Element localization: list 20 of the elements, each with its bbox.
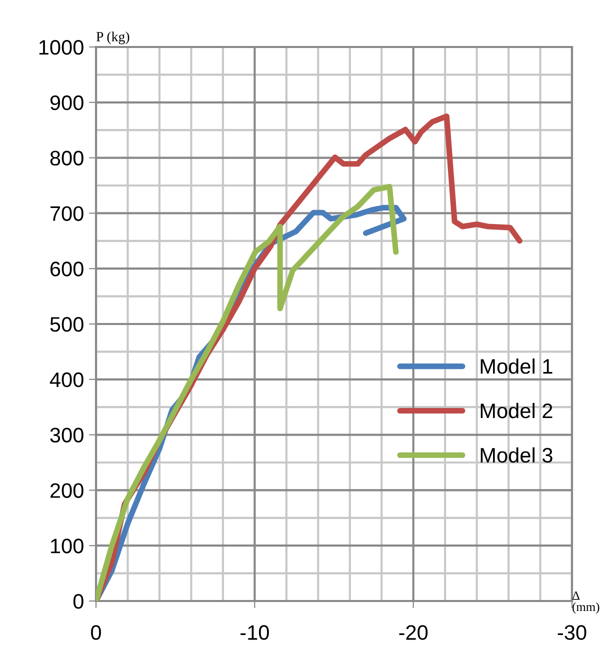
y-tick-label: 500 — [50, 317, 84, 332]
y-tick-label: 200 — [50, 483, 84, 498]
y-tick-label: 100 — [51, 538, 84, 554]
y-tick-label: 700 — [50, 206, 84, 221]
y-tick-label: 400 — [50, 372, 84, 388]
x-tick-label: -20 — [399, 625, 428, 640]
y-tick-label: 600 — [50, 262, 84, 276]
y-tick-label: 800 — [50, 150, 84, 166]
legend-label: Model 3 — [480, 447, 552, 463]
legend-label: Model 2 — [480, 402, 552, 418]
y-tick-label: 900 — [50, 95, 84, 110]
x-tick-label: 0 — [91, 625, 101, 640]
x-axis-title: Δ (mm) — [572, 591, 600, 614]
x-tick-label: -10 — [240, 625, 269, 640]
y-axis-title: P (kg) — [96, 32, 130, 44]
x-tick-label: -30 — [558, 625, 586, 640]
legend-label: Model 1 — [480, 358, 552, 374]
y-tick-label: 1000 — [39, 40, 84, 55]
y-tick-label: 0 — [73, 594, 84, 609]
y-tick-label: 300 — [50, 428, 84, 443]
